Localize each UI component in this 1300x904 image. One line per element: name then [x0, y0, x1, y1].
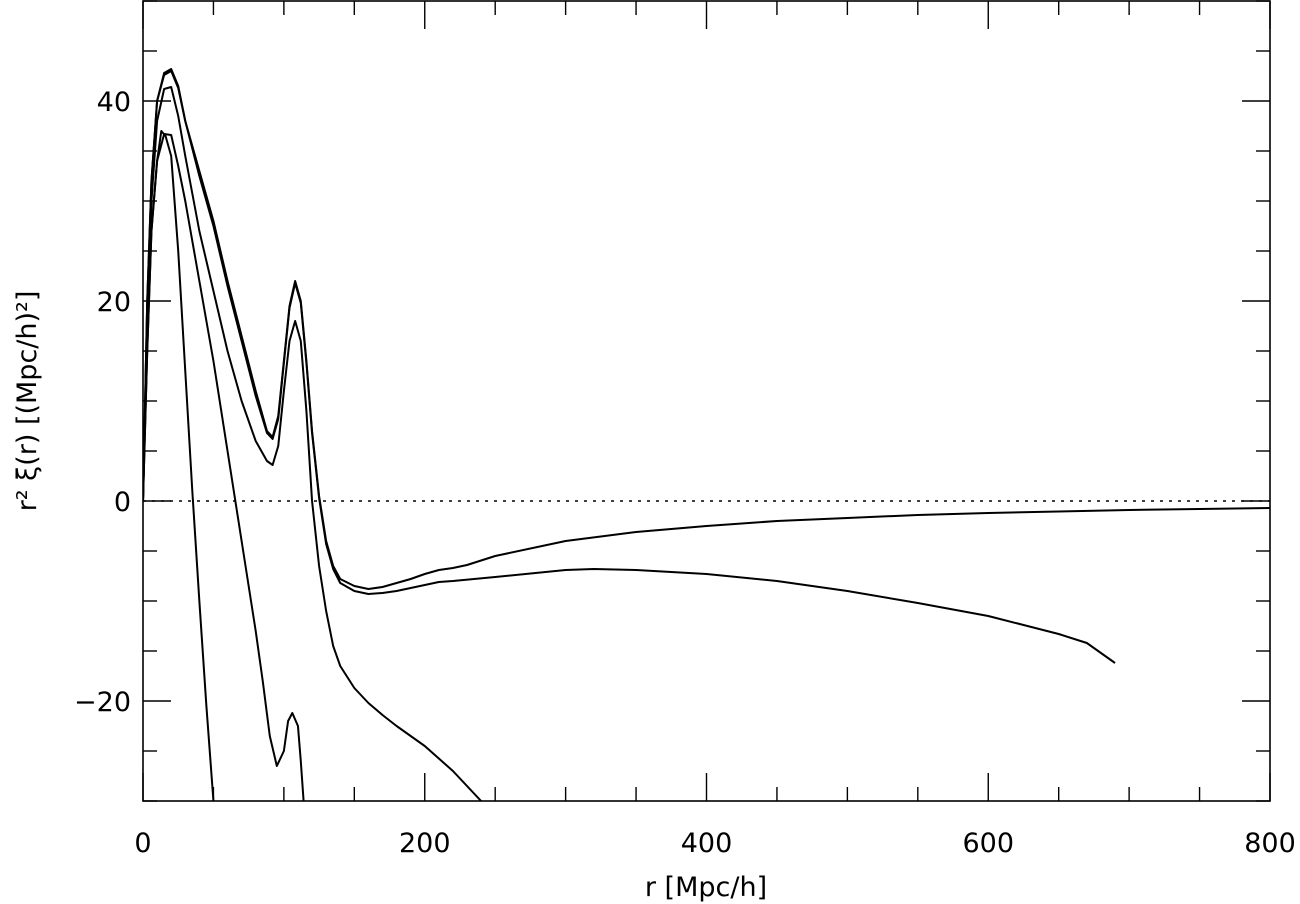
plot-frame	[142, 0, 1271, 802]
y-tick-label: 0	[114, 487, 131, 518]
series-line-2	[143, 70, 1116, 664]
x-axis-title: r [Mpc/h]	[645, 872, 767, 903]
y-axis-title: r² ξ(r) [(Mpc/h)²]	[12, 291, 43, 512]
series-line-5	[143, 130, 215, 801]
y-tick-label: −20	[74, 687, 131, 718]
series-line-1	[143, 68, 1270, 590]
x-tick-label: 600	[962, 828, 1014, 859]
x-tick-label: 0	[134, 828, 151, 859]
y-tick-labels: −20 0 20 40	[74, 87, 131, 718]
x-tick-label: 400	[681, 828, 733, 859]
series-line-4	[143, 133, 305, 801]
x-tick-labels: 0 200 400 600 800	[134, 828, 1295, 859]
tick-marks	[142, 0, 1271, 802]
series-line-3	[143, 86, 482, 801]
series-lines	[143, 68, 1270, 801]
y-tick-label: 20	[97, 287, 131, 318]
x-tick-label: 200	[399, 828, 451, 859]
y-tick-label: 40	[97, 87, 131, 118]
x-tick-label: 800	[1244, 828, 1296, 859]
